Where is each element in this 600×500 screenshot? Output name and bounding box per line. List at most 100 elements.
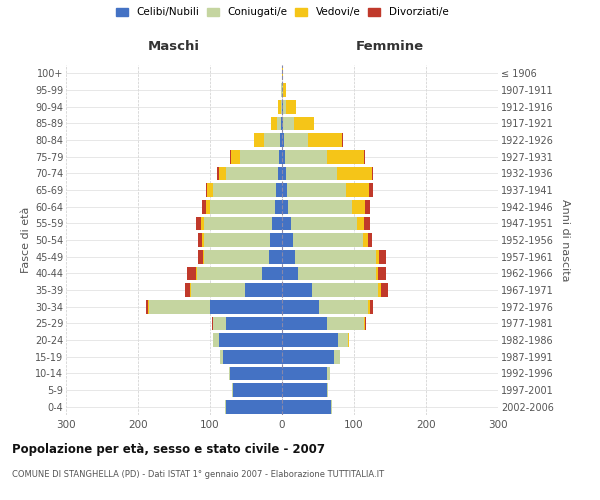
Bar xyxy=(225,400,226,413)
Bar xyxy=(226,400,282,413)
Bar xyxy=(348,333,349,347)
Bar xyxy=(223,350,282,364)
Bar xyxy=(282,150,285,164)
Y-axis label: Fasce di età: Fasce di età xyxy=(20,207,31,273)
Bar xyxy=(286,166,337,180)
Bar xyxy=(282,166,286,180)
Bar xyxy=(213,316,226,330)
Bar xyxy=(283,100,286,114)
Bar xyxy=(285,150,326,164)
Bar xyxy=(204,233,271,247)
Bar xyxy=(298,266,376,280)
Bar xyxy=(370,300,373,314)
Bar xyxy=(368,300,370,314)
Bar xyxy=(239,150,279,164)
Bar xyxy=(326,150,364,164)
Bar xyxy=(295,250,376,264)
Bar xyxy=(220,350,223,364)
Bar xyxy=(229,366,230,380)
Bar xyxy=(282,183,287,197)
Bar xyxy=(282,250,295,264)
Bar xyxy=(308,133,343,147)
Bar xyxy=(282,66,283,80)
Bar xyxy=(149,300,210,314)
Bar xyxy=(210,300,282,314)
Bar xyxy=(280,133,282,147)
Bar xyxy=(379,266,386,280)
Bar xyxy=(368,233,372,247)
Bar xyxy=(281,83,282,97)
Bar xyxy=(202,233,204,247)
Bar xyxy=(203,216,272,230)
Bar xyxy=(271,233,282,247)
Bar xyxy=(191,283,245,297)
Bar xyxy=(369,183,373,197)
Bar xyxy=(282,333,338,347)
Bar xyxy=(196,216,202,230)
Bar xyxy=(352,200,365,213)
Bar xyxy=(376,266,379,280)
Bar xyxy=(146,300,148,314)
Bar xyxy=(148,300,149,314)
Bar xyxy=(272,216,282,230)
Bar xyxy=(254,133,264,147)
Bar xyxy=(269,250,282,264)
Bar xyxy=(282,233,293,247)
Bar xyxy=(364,216,370,230)
Bar xyxy=(290,216,357,230)
Bar xyxy=(230,150,231,164)
Bar xyxy=(185,283,190,297)
Bar xyxy=(212,316,213,330)
Bar xyxy=(364,316,365,330)
Bar xyxy=(337,166,372,180)
Bar xyxy=(319,300,368,314)
Bar xyxy=(264,133,280,147)
Bar xyxy=(217,166,218,180)
Bar xyxy=(226,316,282,330)
Bar xyxy=(283,83,286,97)
Bar xyxy=(226,166,278,180)
Bar xyxy=(372,166,373,180)
Bar xyxy=(197,266,262,280)
Bar xyxy=(282,350,334,364)
Text: Maschi: Maschi xyxy=(148,40,200,52)
Bar xyxy=(271,116,277,130)
Bar xyxy=(206,183,207,197)
Bar xyxy=(203,250,204,264)
Bar xyxy=(218,333,282,347)
Bar xyxy=(282,200,289,213)
Bar xyxy=(218,166,226,180)
Bar xyxy=(338,333,348,347)
Legend: Celibi/Nubili, Coniugati/e, Vedovi/e, Divorziati/e: Celibi/Nubili, Coniugati/e, Vedovi/e, Di… xyxy=(113,5,451,20)
Bar xyxy=(190,283,191,297)
Bar xyxy=(281,100,282,114)
Bar xyxy=(376,250,379,264)
Bar xyxy=(282,366,326,380)
Text: Popolazione per età, sesso e stato civile - 2007: Popolazione per età, sesso e stato civil… xyxy=(12,442,325,456)
Bar xyxy=(282,266,298,280)
Bar xyxy=(282,300,319,314)
Bar xyxy=(196,266,197,280)
Bar xyxy=(282,100,283,114)
Bar xyxy=(283,116,293,130)
Bar xyxy=(364,233,368,247)
Bar xyxy=(262,266,282,280)
Bar xyxy=(379,250,386,264)
Bar xyxy=(282,400,331,413)
Bar xyxy=(380,283,388,297)
Bar xyxy=(282,83,283,97)
Bar xyxy=(276,183,282,197)
Y-axis label: Anni di nascita: Anni di nascita xyxy=(560,198,571,281)
Bar xyxy=(245,283,282,297)
Bar xyxy=(278,166,282,180)
Bar xyxy=(364,150,365,164)
Bar xyxy=(286,100,296,114)
Bar xyxy=(293,233,364,247)
Bar xyxy=(198,233,202,247)
Text: Femmine: Femmine xyxy=(356,40,424,52)
Bar xyxy=(287,183,346,197)
Bar xyxy=(206,200,210,213)
Bar xyxy=(198,250,203,264)
Text: COMUNE DI STANGHELLA (PD) - Dati ISTAT 1° gennaio 2007 - Elaborazione TUTTITALIA: COMUNE DI STANGHELLA (PD) - Dati ISTAT 1… xyxy=(12,470,384,479)
Bar xyxy=(284,133,308,147)
